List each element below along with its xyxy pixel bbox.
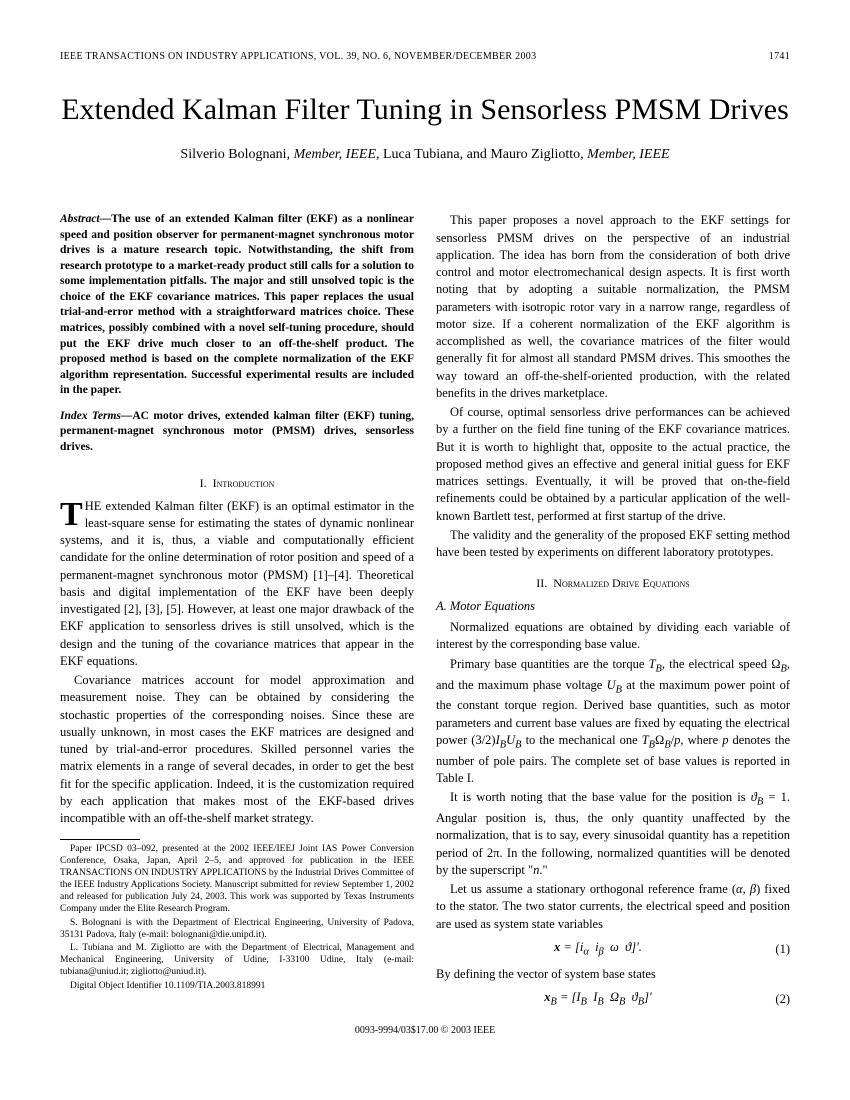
section-2-heading: II. Normalized Drive Equations <box>436 575 790 592</box>
intro-p1: THE extended Kalman filter (EKF) is an o… <box>60 498 414 671</box>
footnote-2: S. Bolognani is with the Department of E… <box>60 918 414 942</box>
footnote-block: Paper IPCSD 03–092, presented at the 200… <box>60 844 414 993</box>
index-terms-lead: Index Terms— <box>60 410 132 422</box>
subsection-2a: A. Motor Equations <box>436 598 790 615</box>
right-p6: It is worth noting that the base value f… <box>436 789 790 879</box>
right-p3: The validity and the generality of the p… <box>436 527 790 562</box>
journal-name: IEEE TRANSACTIONS ON INDUSTRY APPLICATIO… <box>60 50 536 64</box>
running-header: IEEE TRANSACTIONS ON INDUSTRY APPLICATIO… <box>60 50 790 64</box>
author-line: Silverio Bolognani, Member, IEEE, Luca T… <box>60 146 790 165</box>
index-terms-block: Index Terms—AC motor drives, extended ka… <box>60 409 414 456</box>
footnote-3: L. Tubiana and M. Zigliotto are with the… <box>60 943 414 979</box>
right-p5: Primary base quantities are the torque T… <box>436 656 790 788</box>
dropcap: T <box>60 498 85 529</box>
section-1-heading: I. Introduction <box>60 475 414 492</box>
right-p7: Let us assume a stationary orthogonal re… <box>436 881 790 933</box>
right-p2: Of course, optimal sensorless drive perf… <box>436 404 790 525</box>
footnote-4: Digital Object Identifier 10.1109/TIA.20… <box>60 981 414 993</box>
abstract-lead: Abstract— <box>60 213 111 225</box>
abstract-block: Abstract—The use of an extended Kalman f… <box>60 212 414 398</box>
paper-title: Extended Kalman Filter Tuning in Sensorl… <box>60 92 790 128</box>
equation-1: x = [iα iβ ω ϑ]′. (1) <box>436 939 790 960</box>
abstract-text: The use of an extended Kalman filter (EK… <box>60 213 414 396</box>
page-number: 1741 <box>769 50 790 64</box>
copyright-line: 0093-9994/03$17.00 © 2003 IEEE <box>60 1024 790 1038</box>
equation-2: xB = [IB IB ΩB ϑB]′ (2) <box>436 989 790 1010</box>
right-p4: Normalized equations are obtained by div… <box>436 619 790 654</box>
footnote-separator <box>60 839 140 840</box>
right-p8: By defining the vector of system base st… <box>436 966 790 983</box>
two-column-body: Abstract—The use of an extended Kalman f… <box>60 212 790 1010</box>
right-p1: This paper proposes a novel approach to … <box>436 212 790 402</box>
intro-p2: Covariance matrices account for model ap… <box>60 672 414 827</box>
footnote-1: Paper IPCSD 03–092, presented at the 200… <box>60 844 414 915</box>
